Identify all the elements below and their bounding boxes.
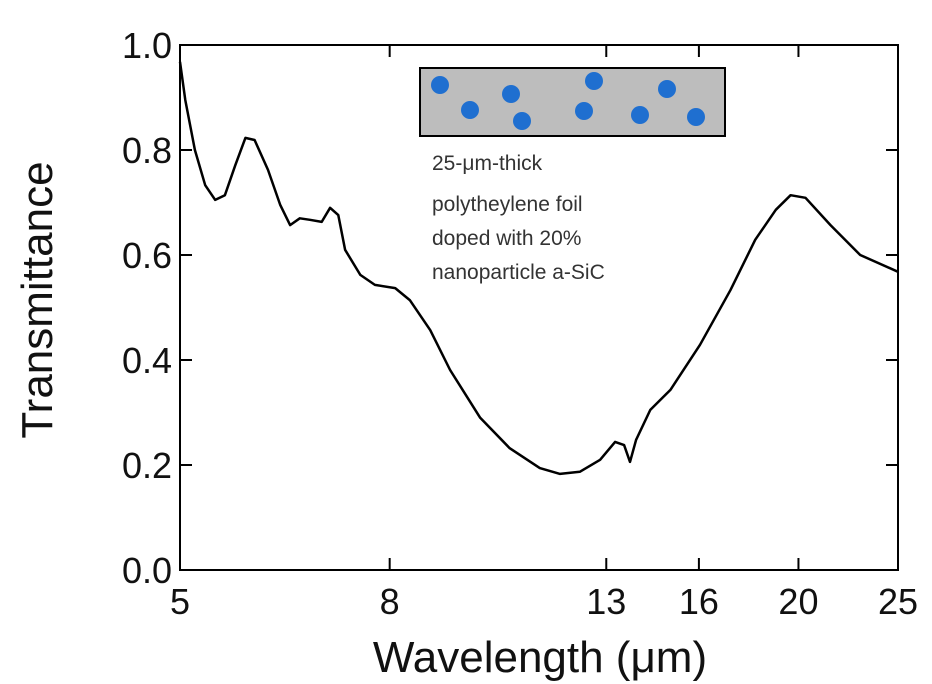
x-tick-label: 13 xyxy=(586,581,626,622)
x-tick-label: 25 xyxy=(878,581,918,622)
data-line xyxy=(178,61,899,476)
y-tick-label: 0.0 xyxy=(122,550,172,591)
particles xyxy=(431,72,705,130)
x-tick-label: 20 xyxy=(778,581,818,622)
y-tick-label: 1.0 xyxy=(122,25,172,66)
y-axis-title: Transmittance xyxy=(13,161,62,438)
inset xyxy=(419,67,726,137)
x-tick-label: 5 xyxy=(170,581,190,622)
y-tick-label: 0.8 xyxy=(122,130,172,171)
inset-box xyxy=(419,67,726,137)
annotation-line: polytheylene foil xyxy=(432,193,583,216)
y-tick-label: 0.2 xyxy=(122,445,172,486)
y-tick-label: 0.6 xyxy=(122,235,172,276)
y-tick-label: 0.4 xyxy=(122,340,172,381)
annotation-line: doped with 20% xyxy=(432,227,581,250)
x-axis-title: Wavelength (μm) xyxy=(373,633,707,682)
annotation-line: 25-μm-thick xyxy=(432,152,543,175)
annotation-line: nanoparticle a-SiC xyxy=(432,261,605,284)
x-tick-label: 16 xyxy=(679,581,719,622)
plot-frame xyxy=(179,44,899,571)
x-tick-label: 8 xyxy=(380,581,400,622)
